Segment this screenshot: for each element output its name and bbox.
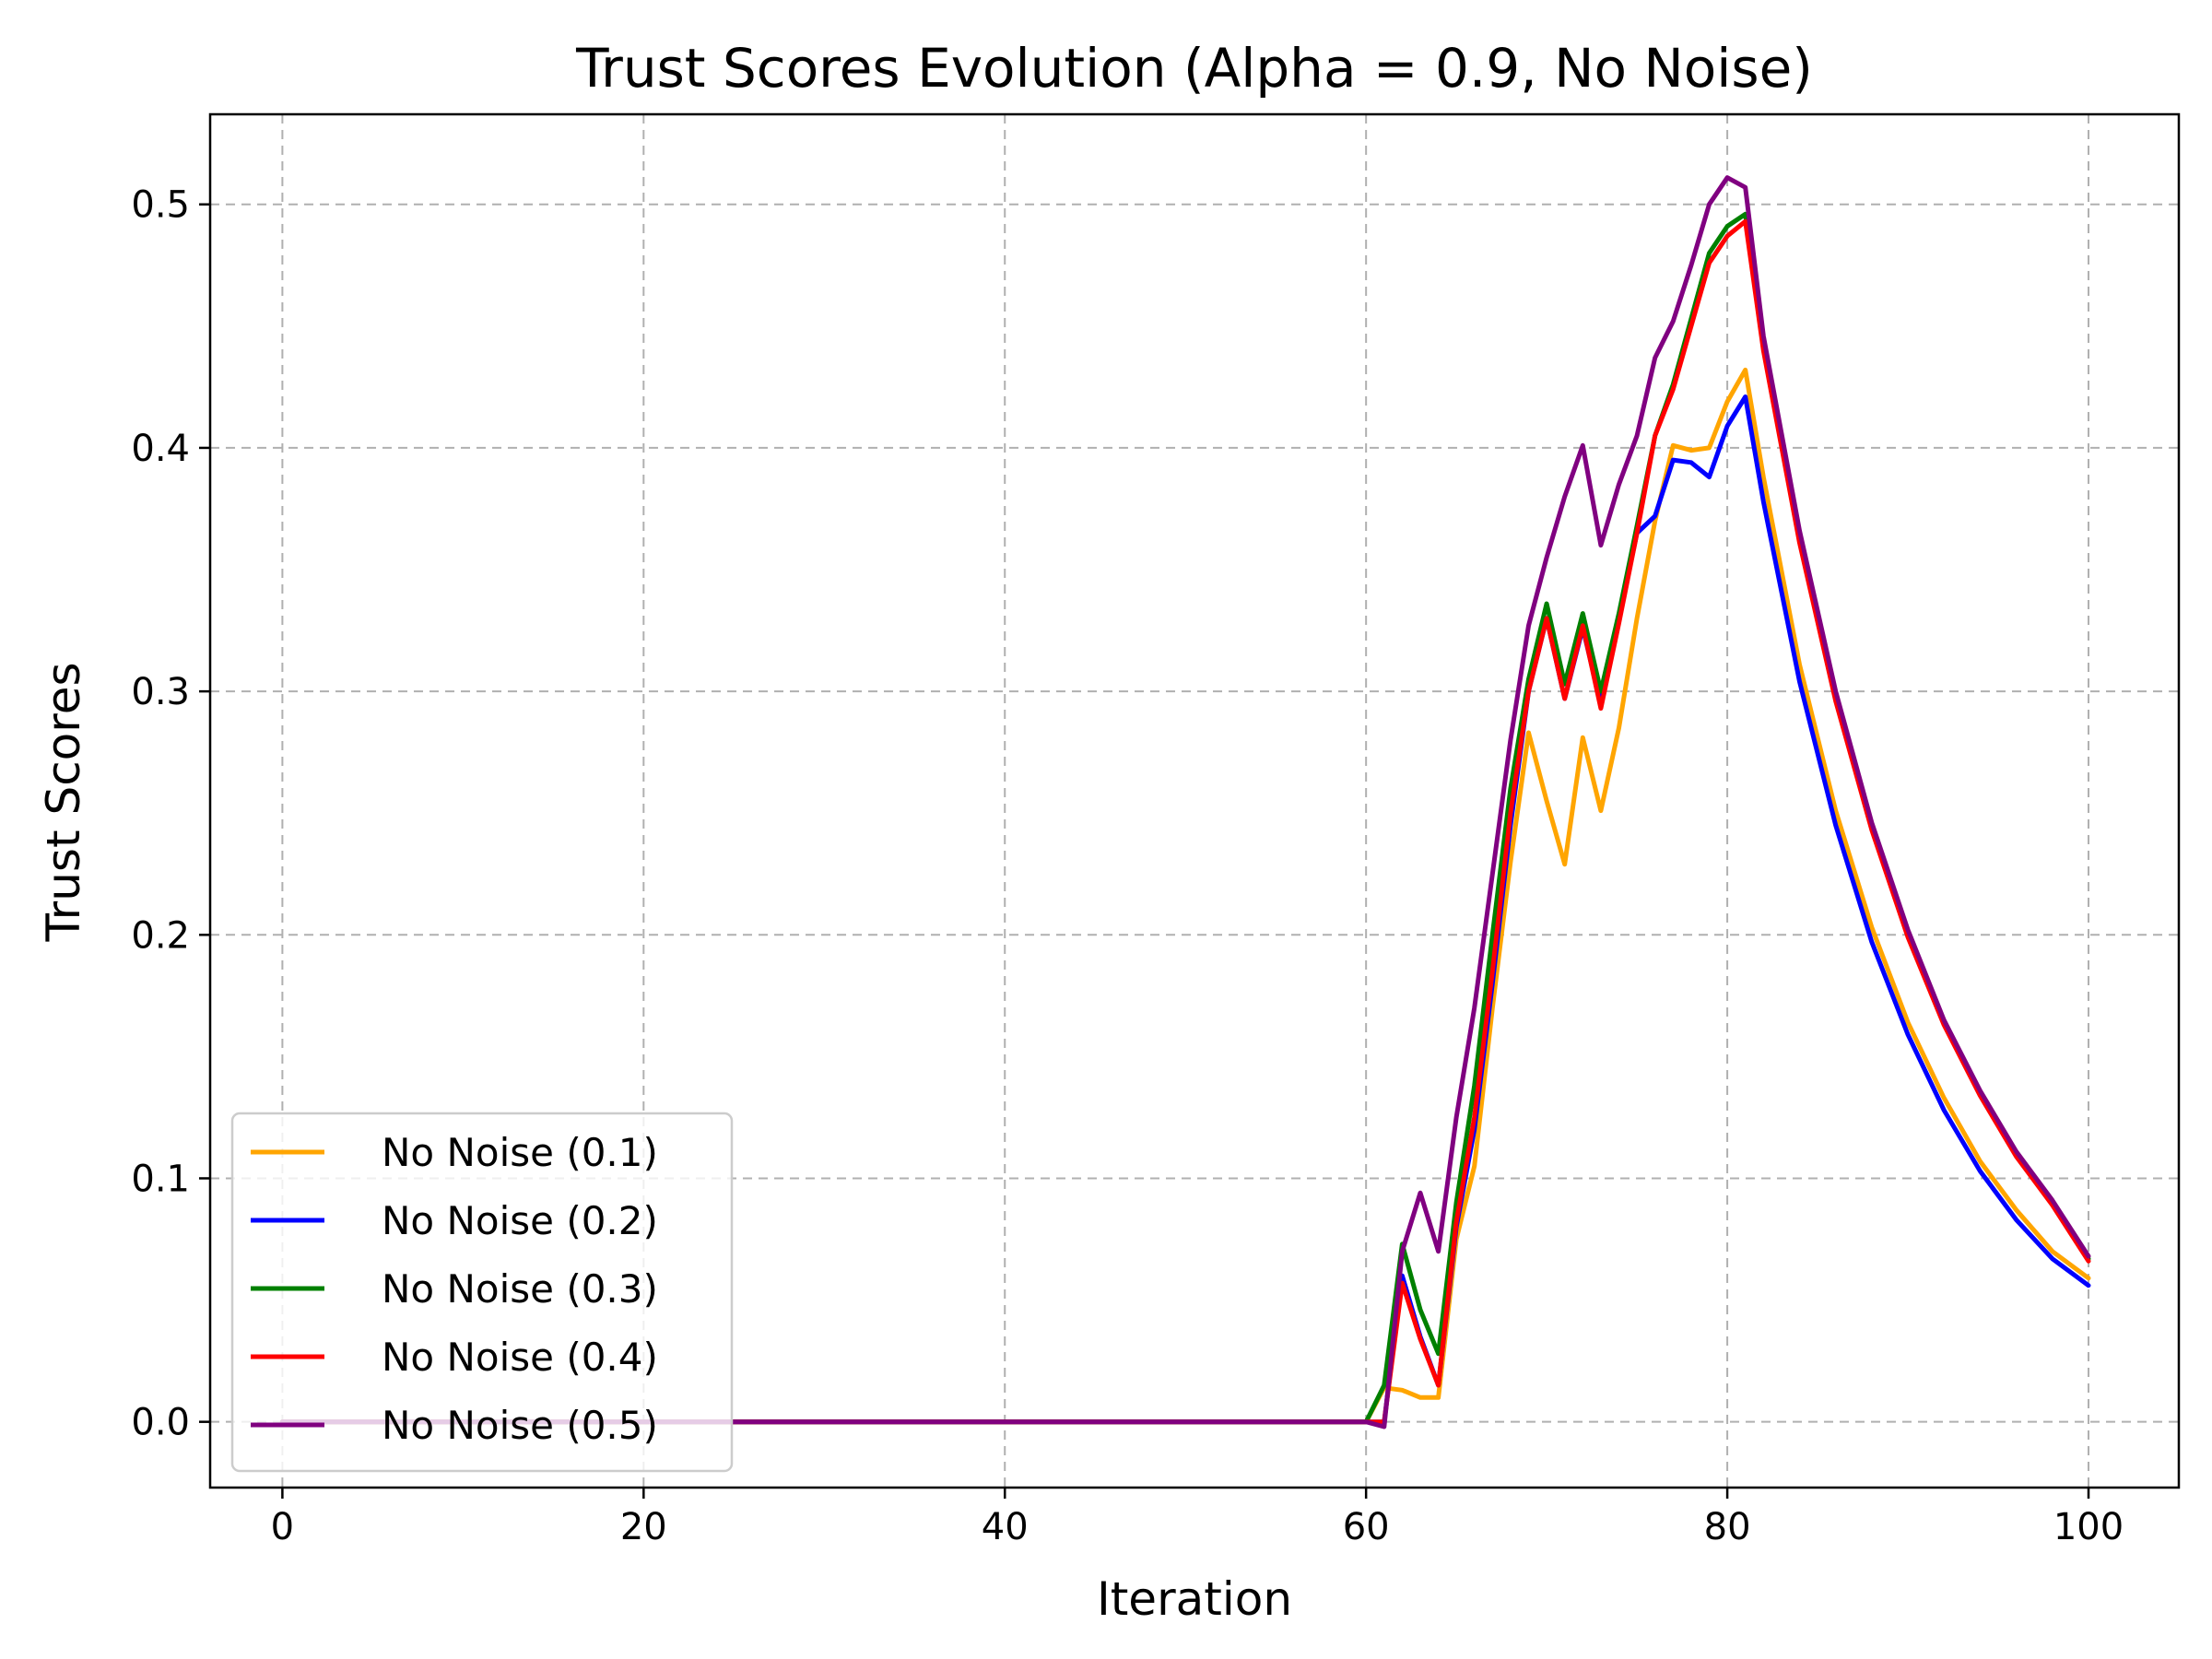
x-tick-label: 100 (2053, 1506, 2124, 1548)
x-tick-label: 40 (982, 1506, 1029, 1548)
legend: No Noise (0.1) No Noise (0.2) No Noise (0.… (230, 1112, 734, 1473)
legend-label: No Noise (0.3) (382, 1266, 658, 1312)
series-line-4 (279, 218, 2091, 1425)
legend-box (230, 1112, 734, 1473)
legend-label: No Noise (0.1) (382, 1130, 658, 1175)
y-tick-label: 0.0 (131, 1402, 190, 1444)
y-tick-label: 0.5 (131, 184, 190, 227)
series-line-5 (279, 175, 2091, 1430)
legend-label: No Noise (0.2) (382, 1198, 658, 1243)
y-tick-label: 0.4 (131, 428, 190, 470)
y-tick-label: 0.3 (131, 671, 190, 713)
x-tick-label: 80 (1704, 1506, 1751, 1548)
series-lines (279, 175, 2091, 1430)
x-tick-label: 0 (271, 1506, 294, 1548)
y-tick-label: 0.2 (131, 914, 190, 957)
x-tick-label: 20 (620, 1506, 667, 1548)
y-axis-label: Trust Scores (37, 662, 90, 942)
axis-ticks: 0 20 40 60 80 100 0.0 0.1 0.2 0.3 0.4 0.5 (131, 184, 2124, 1548)
y-tick-label: 0.1 (131, 1158, 190, 1200)
plot-frame (208, 112, 2181, 1489)
x-tick-label: 60 (1343, 1506, 1390, 1548)
legend-label: No Noise (0.5) (382, 1403, 658, 1448)
chart-title: Trust Scores Evolution (Alpha = 0.9, No … (575, 37, 1813, 100)
legend-label: No Noise (0.4) (382, 1335, 658, 1380)
x-axis-label: Iteration (1097, 1572, 1292, 1626)
